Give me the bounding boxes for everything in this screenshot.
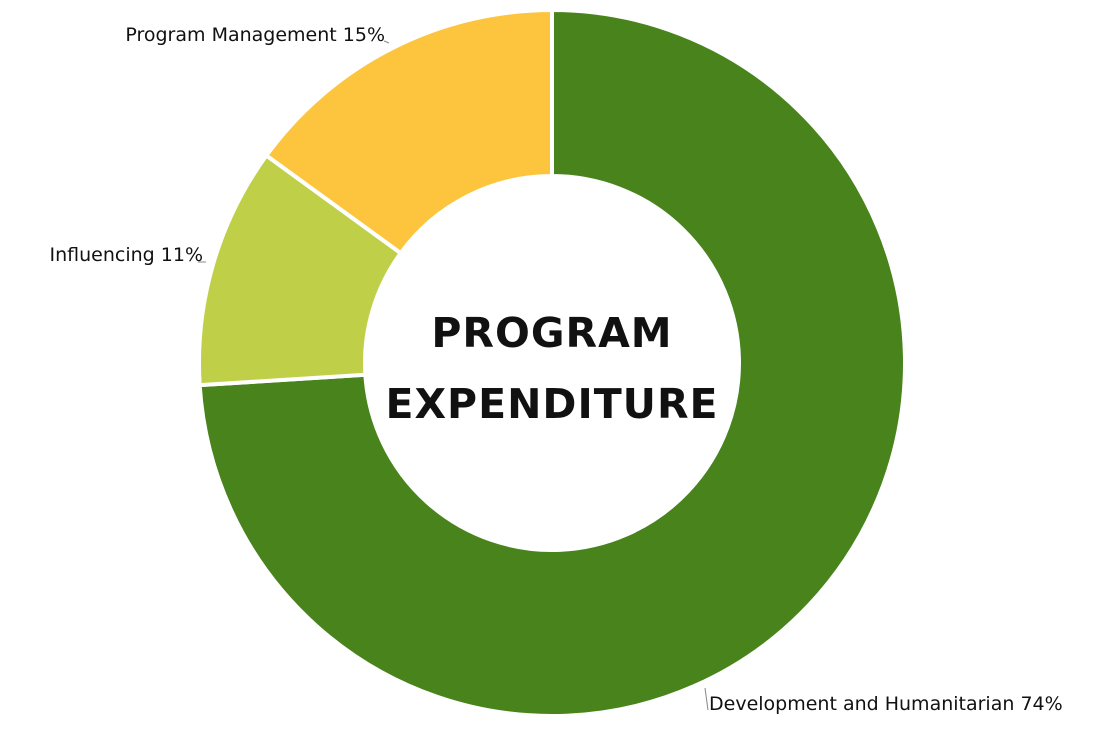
donut-slices bbox=[197, 7, 907, 718]
donut-slice-2 bbox=[263, 7, 554, 256]
chart-title-line-1: PROGRAM bbox=[431, 309, 672, 357]
donut-slice-0 bbox=[197, 7, 907, 718]
label-leader-lines bbox=[198, 40, 709, 711]
leader-line-2 bbox=[383, 40, 390, 44]
slice-label-1: Influencing 11% bbox=[50, 244, 203, 266]
slice-labels: Development and Humanitarian 74% Influenc… bbox=[50, 24, 1063, 715]
slice-label-2: Program Management 15% bbox=[125, 24, 385, 46]
slice-label-0: Development and Humanitarian 74% bbox=[709, 693, 1063, 715]
leader-line-0 bbox=[704, 687, 709, 711]
chart-title-line-2: EXPENDITURE bbox=[385, 380, 718, 428]
